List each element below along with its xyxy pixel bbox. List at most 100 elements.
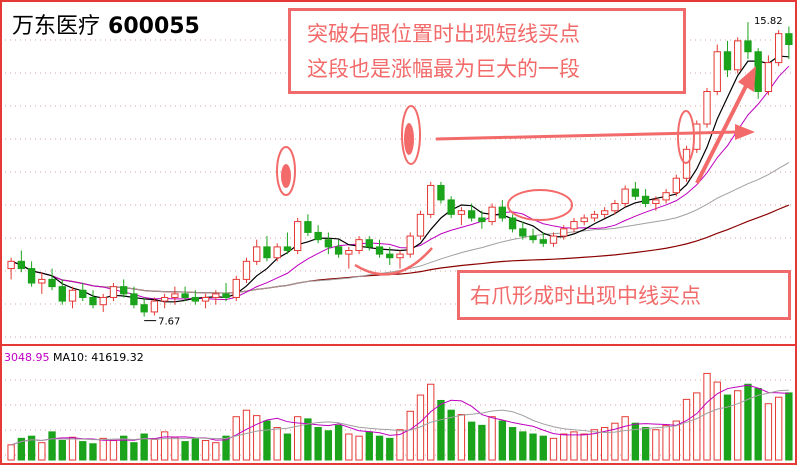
volume-bar bbox=[273, 427, 281, 461]
annotation-line-2: 这段也是涨幅最为巨大的一段 bbox=[307, 57, 580, 81]
volume-bar bbox=[17, 437, 26, 461]
left-eye-ellipse bbox=[276, 146, 296, 196]
volume-bar bbox=[201, 440, 210, 461]
left-eye-fill bbox=[281, 164, 291, 188]
candlestick bbox=[723, 51, 732, 71]
candlestick bbox=[519, 228, 527, 237]
candlestick bbox=[273, 246, 281, 259]
candlestick bbox=[283, 246, 292, 252]
volume-bar bbox=[324, 430, 333, 461]
volume-bar bbox=[48, 431, 56, 461]
volume-bar bbox=[539, 435, 547, 461]
candlestick bbox=[570, 221, 578, 230]
candlestick bbox=[631, 188, 640, 197]
candlestick bbox=[263, 246, 271, 259]
candlestick bbox=[580, 217, 588, 223]
volume-bar bbox=[478, 424, 486, 461]
volume-bar bbox=[283, 433, 292, 461]
candlestick bbox=[703, 91, 711, 125]
candlestick bbox=[386, 253, 394, 259]
low-price-label: 7.67 bbox=[158, 317, 180, 328]
volume-bar bbox=[498, 420, 507, 461]
candlestick bbox=[774, 33, 783, 64]
volume-bar bbox=[89, 443, 97, 461]
high-price-label: 15.82 bbox=[754, 16, 783, 27]
candlestick bbox=[293, 221, 302, 252]
candlestick bbox=[181, 293, 189, 298]
volume-bar bbox=[375, 435, 384, 461]
candlestick bbox=[590, 213, 599, 219]
volume-bar bbox=[355, 435, 363, 461]
volume-bar bbox=[396, 429, 404, 461]
candlestick bbox=[201, 296, 210, 302]
breakout-ellipse bbox=[677, 110, 695, 164]
volume-bar bbox=[703, 372, 711, 461]
candlestick bbox=[109, 286, 118, 298]
candlestick bbox=[498, 206, 507, 219]
right-eye-fill bbox=[404, 123, 414, 155]
volume-bar bbox=[611, 422, 619, 461]
candlestick bbox=[120, 286, 128, 295]
annotation-mid-term-buy: 右爪形成时出现中线买点 bbox=[457, 270, 791, 320]
volume-bar bbox=[672, 420, 680, 461]
volume-bar bbox=[662, 424, 670, 461]
candlestick bbox=[427, 184, 435, 215]
candlestick bbox=[89, 296, 97, 306]
claw-ellipse bbox=[507, 189, 573, 221]
candlestick bbox=[191, 296, 199, 302]
candlestick bbox=[130, 293, 138, 306]
volume-bar bbox=[764, 403, 773, 461]
volume-bar bbox=[232, 416, 240, 461]
candlestick bbox=[242, 260, 251, 280]
volume-bar bbox=[508, 427, 517, 461]
candlestick bbox=[17, 260, 26, 270]
ma10-line bbox=[10, 65, 790, 301]
uptrend-arrow-head bbox=[738, 66, 756, 92]
candlestick bbox=[79, 289, 87, 298]
candlestick bbox=[560, 228, 568, 237]
volume-bar bbox=[79, 441, 87, 461]
volume-bar bbox=[27, 435, 36, 461]
candlestick bbox=[140, 304, 148, 313]
volume-bar bbox=[130, 442, 138, 461]
candlestick bbox=[171, 293, 179, 298]
candlestick bbox=[662, 192, 670, 201]
candlestick bbox=[396, 253, 404, 259]
volume-bar bbox=[99, 437, 107, 461]
breakout-arrow-line bbox=[435, 130, 739, 141]
volume-bar bbox=[601, 427, 609, 461]
candlestick bbox=[232, 278, 240, 298]
volume-bar bbox=[590, 429, 599, 461]
volume-bar bbox=[314, 427, 322, 461]
candlestick bbox=[457, 210, 466, 215]
candlestick bbox=[416, 213, 425, 237]
volume-bar bbox=[631, 422, 640, 461]
volume-bar bbox=[345, 433, 353, 461]
candlestick bbox=[365, 239, 373, 248]
volume-bar bbox=[406, 410, 414, 461]
volume-bar bbox=[529, 433, 537, 461]
candlestick bbox=[253, 246, 261, 262]
candlestick bbox=[549, 235, 558, 244]
candlestick bbox=[734, 40, 742, 71]
candlestick bbox=[488, 206, 496, 223]
volume-bar bbox=[488, 416, 496, 461]
volume-bar bbox=[519, 431, 527, 461]
breakout-arrow-head bbox=[735, 124, 755, 140]
volume-bar bbox=[447, 409, 455, 461]
annotation-short-term-buy: 突破右眼位置时出现短线买点 这段也是涨幅最为巨大的一段 bbox=[288, 8, 686, 94]
volume-legend: 3048.95 MA10: 41619.32 bbox=[4, 351, 144, 364]
volume-bar bbox=[457, 414, 466, 461]
volume-bar bbox=[304, 418, 312, 461]
volume-bar bbox=[437, 399, 445, 461]
volume-bar bbox=[734, 390, 742, 461]
candlestick bbox=[406, 235, 414, 255]
annotation-bottom-text: 右爪形成时出现中线买点 bbox=[470, 284, 701, 308]
stock-code: 600055 bbox=[108, 14, 200, 39]
volume-bar bbox=[58, 440, 66, 461]
volume-value: 3048.95 bbox=[4, 351, 50, 364]
right-eye-ellipse bbox=[401, 105, 421, 165]
candlestick bbox=[375, 246, 384, 255]
candlestick bbox=[744, 40, 752, 53]
